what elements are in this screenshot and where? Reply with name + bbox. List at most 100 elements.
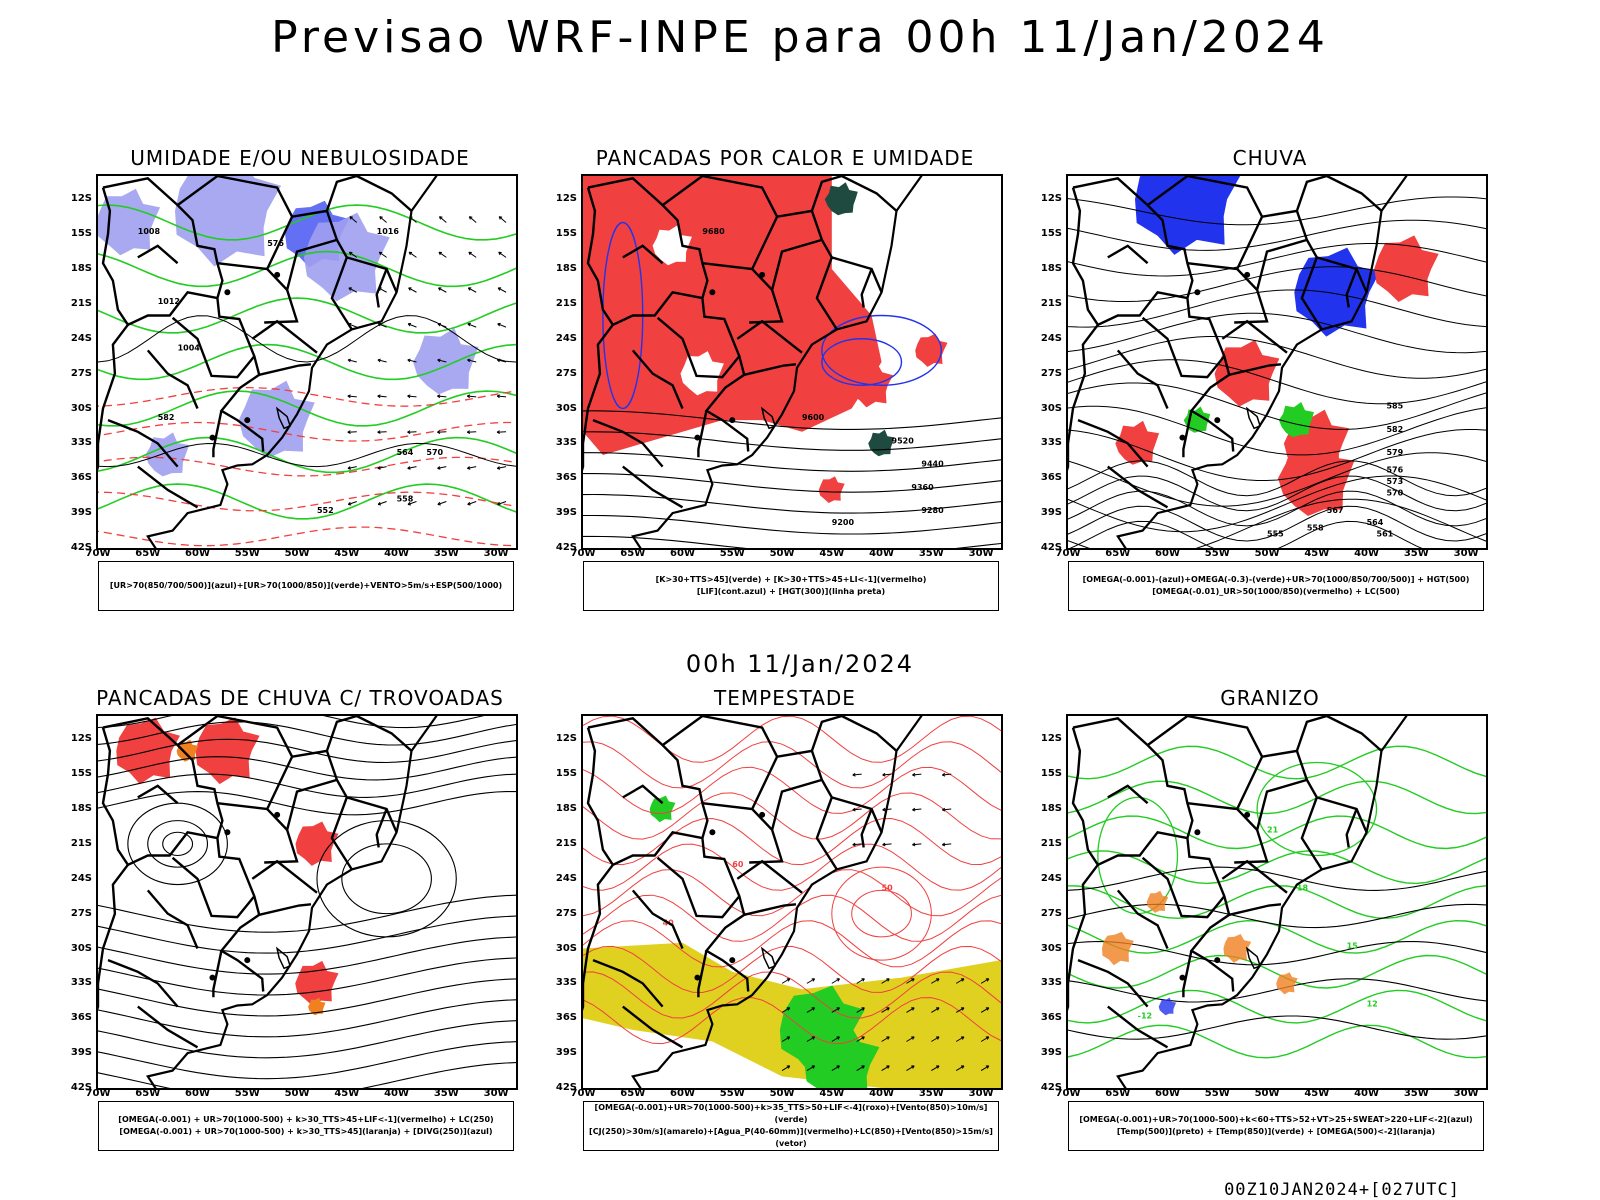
wind-vector bbox=[906, 978, 915, 984]
wind-vector bbox=[497, 287, 507, 293]
temp850-contour-green bbox=[1256, 761, 1378, 857]
wind-vector-head bbox=[468, 216, 473, 220]
wind-vector bbox=[852, 808, 862, 811]
geography bbox=[98, 176, 438, 548]
wind-vector-head bbox=[836, 1036, 840, 1040]
latitude-tick-label: 39S bbox=[70, 1047, 92, 1059]
panel-chuva[interactable]: CHUVA 585 582 579 576 573 570 567 564 561 558 555 12… bbox=[1030, 146, 1530, 616]
longitude-tick-label: 40W bbox=[1354, 1088, 1380, 1099]
wind-vector-head bbox=[985, 1065, 990, 1069]
lake-dot bbox=[1244, 271, 1251, 278]
streamline-vortex bbox=[162, 831, 194, 857]
map-frame[interactable]: 585 582 579 576 573 570 567 564 561 558 555 bbox=[1066, 174, 1488, 550]
wind-vector-head bbox=[377, 466, 381, 470]
wind-vector-head bbox=[468, 251, 472, 256]
wind-vector bbox=[781, 1007, 791, 1013]
longitude-tick-label: 30W bbox=[1453, 1088, 1479, 1099]
latitude-tick-label: 33S bbox=[70, 437, 92, 449]
panel-granizo[interactable]: GRANIZO 21 18 15 12 -12 12S 15S 18S 21S 24S 27S 30S 3… bbox=[1030, 686, 1530, 1156]
legend-box: [K>30+TTS>45](verde) + [K>30+TTS>45+LI<-… bbox=[583, 561, 999, 611]
border-line bbox=[1068, 324, 1099, 471]
wind-vector-head bbox=[942, 807, 946, 812]
latitude-tick-label: 18S bbox=[1040, 263, 1062, 274]
border-line bbox=[212, 410, 223, 458]
wind-vector bbox=[955, 1065, 965, 1071]
wind-vector-head bbox=[496, 394, 501, 399]
border-line bbox=[1107, 244, 1149, 265]
omega500-area-orange bbox=[1146, 890, 1169, 913]
humidity-contour-green bbox=[98, 250, 516, 288]
longitude-tick-label: 35W bbox=[433, 548, 459, 559]
wind-vector-head bbox=[408, 251, 413, 256]
wind-vector bbox=[377, 466, 387, 469]
wind-vector-head bbox=[985, 1036, 990, 1040]
border-line bbox=[860, 808, 873, 848]
contour-label: 18 bbox=[1297, 883, 1309, 892]
border-line bbox=[375, 268, 388, 308]
streamline-250 bbox=[98, 1041, 516, 1080]
wind-vector-head bbox=[348, 287, 352, 291]
wind-vector-head bbox=[467, 466, 471, 470]
border-line bbox=[697, 410, 708, 458]
humidity-area-blue bbox=[238, 380, 315, 459]
border-line bbox=[325, 176, 358, 212]
map-frame[interactable]: 1008 1012 1016 1004 564 570 576 582 558 552 bbox=[96, 174, 518, 550]
border-line bbox=[586, 727, 703, 867]
longitude-tick-label: 70W bbox=[85, 1088, 111, 1099]
map-frame[interactable]: 40 50 60 bbox=[581, 714, 1003, 1090]
legend-box: [OMEGA(-0.001)+UR>70(1000-500)+k<60+TTS>… bbox=[1068, 1101, 1484, 1151]
wind-vector bbox=[407, 395, 417, 398]
contour-label: 9360 bbox=[911, 483, 934, 492]
thickness-contour-red bbox=[98, 456, 516, 477]
hgt500-contour bbox=[1068, 219, 1486, 251]
wind-vector-head bbox=[886, 1065, 890, 1069]
border-line bbox=[1255, 778, 1308, 831]
wind-vector bbox=[467, 501, 477, 505]
latitude-tick-label: 42S bbox=[70, 542, 92, 553]
panel-umidade[interactable]: UMIDADE E/OU NEBULOSIDADE 1008 1012 1016 100… bbox=[60, 146, 560, 616]
contour-label: 1012 bbox=[158, 297, 180, 306]
panel-pancadas-trovoadas[interactable]: PANCADAS DE CHUVA C/ TROVOADAS 12S 15S 18S 2… bbox=[60, 686, 560, 1156]
map-frame[interactable]: 9680 9600 9520 9440 9360 9280 9200 bbox=[581, 174, 1003, 550]
latitude-tick-label: 18S bbox=[1040, 803, 1062, 814]
thickness-contour-red bbox=[98, 491, 516, 512]
contour-label: 558 bbox=[1307, 524, 1324, 533]
streamline-250 bbox=[98, 791, 516, 816]
legend-box: [OMEGA(-0.001) + UR>70(1000-500) + k>30_… bbox=[98, 1101, 514, 1151]
wind-vector-head bbox=[467, 358, 471, 363]
wind-vector bbox=[980, 1007, 990, 1013]
longitude-tick-label: 65W bbox=[1105, 548, 1131, 559]
longitude-tick-label: 50W bbox=[1254, 548, 1280, 559]
hgt300-contour bbox=[583, 493, 1001, 514]
panel-tempestade[interactable]: TEMPESTADE 40 50 60 12S 15S 18S 21S 24S 27S 30S 33S… bbox=[545, 686, 1045, 1156]
latitude-tick-label: 39S bbox=[1040, 1047, 1062, 1059]
precip-water-contour-red bbox=[583, 792, 1001, 840]
rain-area-red bbox=[1115, 420, 1160, 465]
legend-box: [OMEGA(-0.001)+UR>70(1000-500)+k>35_TTS>… bbox=[583, 1101, 999, 1151]
map-frame[interactable] bbox=[96, 714, 518, 1090]
wind-vector-head bbox=[852, 807, 856, 812]
contour-label: 15 bbox=[1347, 942, 1359, 951]
map-frame[interactable]: 21 18 15 12 -12 bbox=[1066, 714, 1488, 1090]
wind-vector-head bbox=[882, 807, 886, 812]
longitude-tick-label: 65W bbox=[620, 548, 646, 559]
contour-label: 50 bbox=[882, 883, 894, 892]
contour-label: 552 bbox=[317, 506, 334, 515]
lake-dot bbox=[274, 811, 281, 818]
border-line bbox=[702, 262, 784, 324]
wind-vector bbox=[348, 501, 357, 505]
longitude-tick-label: 35W bbox=[918, 1088, 944, 1099]
wind-vector bbox=[437, 501, 447, 505]
longitude-tick-label: 40W bbox=[384, 548, 410, 559]
panel-pancadas-calor[interactable]: PANCADAS POR CALOR E UMIDADE 9680 9600 9520… bbox=[545, 146, 1045, 616]
border-line bbox=[1071, 727, 1188, 867]
wind-vector-head bbox=[786, 1065, 791, 1069]
precip-water-contour-red bbox=[583, 920, 1001, 968]
contour-label: 21 bbox=[1267, 825, 1279, 834]
wind-vector bbox=[407, 466, 417, 469]
instability-area-red bbox=[818, 476, 845, 503]
wind-vector-head bbox=[347, 358, 352, 363]
wind-vector-head bbox=[836, 1007, 840, 1011]
border-line bbox=[810, 716, 843, 752]
